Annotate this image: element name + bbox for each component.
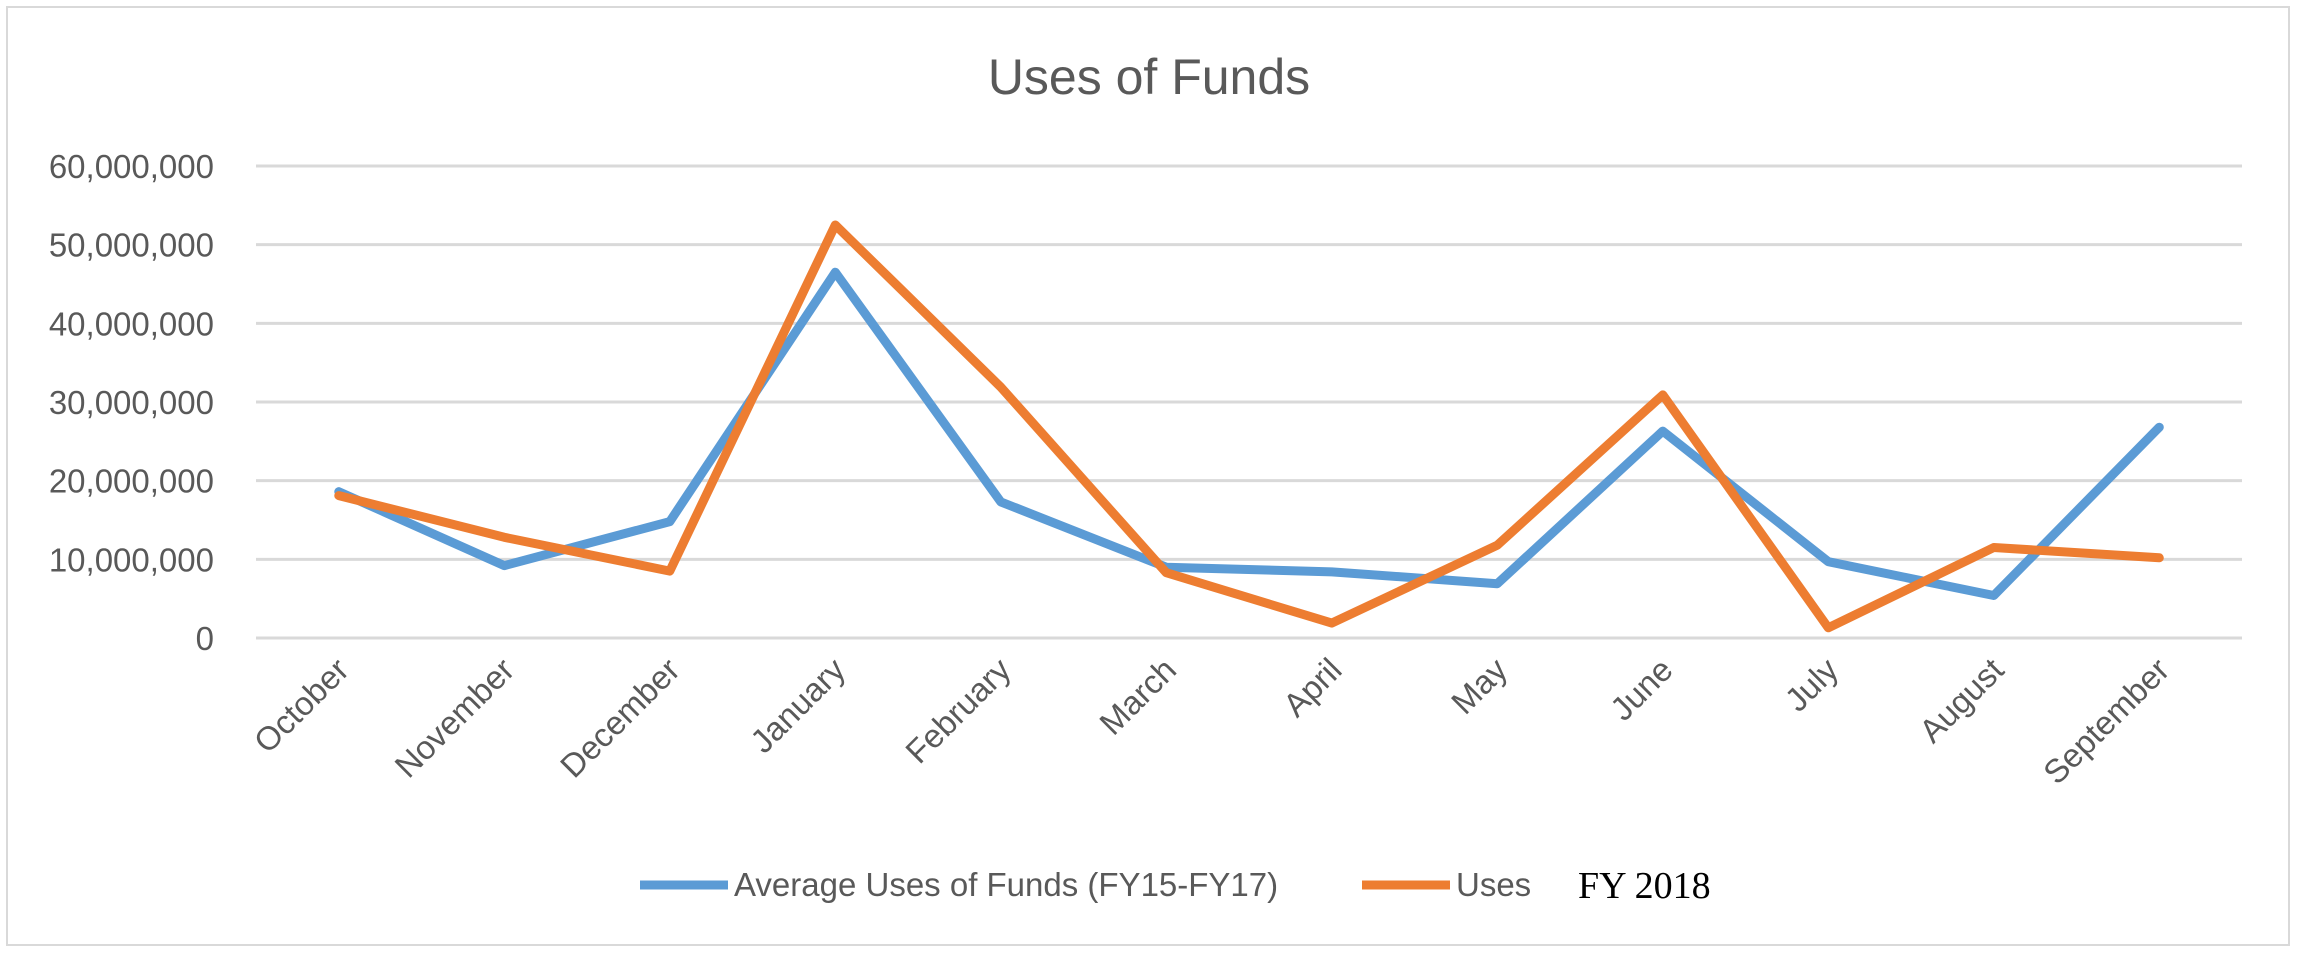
x-tick-label: July (1778, 650, 1846, 718)
chart-title: Uses of Funds (988, 49, 1310, 105)
legend: Average Uses of Funds (FY15-FY17) Uses F… (640, 865, 1711, 907)
y-tick-label: 40,000,000 (49, 305, 214, 342)
y-axis-ticks: 0 10,000,000 20,000,000 30,000,000 40,000,00… (49, 148, 214, 657)
x-tick-label: December (553, 651, 687, 785)
y-tick-label: 20,000,000 (49, 463, 214, 500)
y-tick-label: 30,000,000 (49, 384, 214, 421)
series-line (334, 267, 2164, 600)
x-axis-ticks: October November December January February Ma… (247, 650, 2177, 791)
y-tick-label: 10,000,000 (49, 541, 214, 578)
x-tick-label: November (387, 651, 521, 785)
x-tick-label: September (2036, 651, 2176, 791)
x-tick-label: June (1603, 651, 1680, 728)
legend-extra-text: FY 2018 (1578, 865, 1711, 907)
x-tick-label: October (247, 651, 356, 760)
x-tick-label: May (1444, 650, 1515, 721)
legend-label-average-uses: Average Uses of Funds (FY15-FY17) (734, 866, 1278, 903)
x-tick-label: February (898, 650, 1018, 770)
y-tick-label: 0 (196, 620, 214, 657)
x-tick-label: April (1276, 651, 1349, 724)
series-lines (334, 220, 2164, 633)
series-line (334, 220, 2164, 633)
y-tick-label: 50,000,000 (49, 227, 214, 264)
x-tick-label: March (1092, 651, 1183, 742)
y-tick-label: 60,000,000 (49, 148, 214, 185)
x-tick-label: January (743, 650, 853, 760)
legend-label-uses: Uses (1456, 866, 1531, 903)
gridlines (256, 164, 2242, 640)
x-tick-label: August (1912, 651, 2011, 750)
chart-frame (6, 6, 2290, 946)
